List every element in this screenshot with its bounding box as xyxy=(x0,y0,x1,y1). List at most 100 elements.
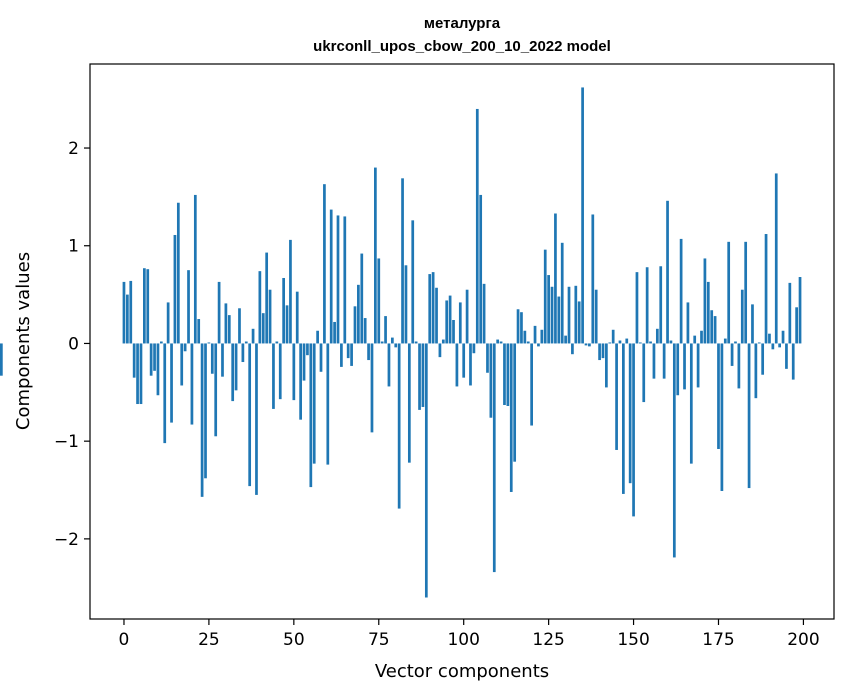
bar-53 xyxy=(302,343,306,381)
bar-43 xyxy=(268,289,272,344)
bar-150 xyxy=(632,343,635,517)
bar-7 xyxy=(146,269,150,344)
bar-195 xyxy=(785,343,788,369)
bar-16 xyxy=(176,202,180,344)
bar-142 xyxy=(605,343,608,388)
bar-118 xyxy=(523,330,527,344)
bar-109 xyxy=(492,343,496,573)
bar-132 xyxy=(571,343,574,355)
x-tick-label: 25 xyxy=(198,630,220,650)
bar-49 xyxy=(289,239,292,344)
y-axis-ticks: −2 −1 0 1 2 xyxy=(54,139,90,550)
bar-86 xyxy=(414,341,418,344)
bar-46 xyxy=(278,343,282,400)
bar-112 xyxy=(503,343,506,406)
bar-48 xyxy=(285,305,289,344)
bar-71 xyxy=(363,318,367,344)
bar-183 xyxy=(744,241,748,344)
y-tick-label: 2 xyxy=(68,139,79,159)
bar-35 xyxy=(241,343,245,363)
bar-97 xyxy=(452,320,455,344)
bar-149 xyxy=(628,343,632,484)
bar-60 xyxy=(326,343,330,465)
bar-42 xyxy=(265,252,269,344)
x-tick-label: 0 xyxy=(119,630,130,650)
bar-22 xyxy=(197,319,201,344)
bar-126 xyxy=(550,286,554,344)
bar-84 xyxy=(407,343,411,463)
bar-17 xyxy=(180,343,184,386)
bar-198 xyxy=(795,307,798,344)
bar-14 xyxy=(170,343,173,423)
bar-19 xyxy=(187,270,190,344)
bar-5 xyxy=(139,343,143,405)
bar-69 xyxy=(357,284,360,344)
x-axis-ticks: 0 25 50 75 100 125 150 175 200 xyxy=(119,619,820,650)
bar-87 xyxy=(418,343,421,410)
bar-73 xyxy=(370,343,374,433)
x-tick-label: 100 xyxy=(447,630,479,650)
bar-146 xyxy=(618,340,622,344)
bar-47 xyxy=(282,277,285,344)
bar-159 xyxy=(662,343,666,379)
bar-177 xyxy=(723,338,727,344)
bar-88 xyxy=(421,343,425,407)
bar-31 xyxy=(227,315,231,344)
bar-154 xyxy=(645,267,649,344)
bar-18 xyxy=(183,343,187,352)
bar-161 xyxy=(669,340,673,344)
bar-75 xyxy=(377,258,381,344)
bar-78 xyxy=(387,343,391,387)
bar-133 xyxy=(574,285,578,344)
bar-134 xyxy=(577,301,581,344)
bar-189 xyxy=(764,234,768,344)
bar-173 xyxy=(710,310,714,344)
bar-76 xyxy=(380,341,384,344)
bar-131 xyxy=(567,286,571,344)
bar-83 xyxy=(404,265,408,344)
bar-13 xyxy=(166,302,170,344)
bar-120 xyxy=(530,343,533,426)
bar-38 xyxy=(251,328,255,344)
bar-41 xyxy=(261,313,265,344)
bar-79 xyxy=(391,337,394,344)
bar-184 xyxy=(747,343,751,489)
bar-116 xyxy=(516,309,520,344)
plot-frame xyxy=(89,63,835,620)
bar-59 xyxy=(323,184,326,344)
y-tick-label: 0 xyxy=(68,334,79,354)
bar-107 xyxy=(486,343,489,373)
bar-181 xyxy=(737,343,741,389)
bar-57 xyxy=(316,330,319,344)
x-tick-label: 200 xyxy=(787,630,819,650)
bar-148 xyxy=(625,338,629,344)
x-tick-label: 175 xyxy=(702,630,734,650)
bar-82 xyxy=(401,178,404,344)
bar-30 xyxy=(224,303,228,344)
bar-102 xyxy=(469,343,472,386)
bar-26 xyxy=(210,343,214,374)
bar-143 xyxy=(608,342,612,344)
bar-175 xyxy=(717,343,720,449)
bar-110 xyxy=(496,339,500,344)
bar-144 xyxy=(611,329,615,344)
bar-74 xyxy=(374,167,377,344)
bar-188 xyxy=(761,343,765,375)
bar-89 xyxy=(424,343,428,598)
bar-101 xyxy=(465,289,469,344)
bar-55 xyxy=(309,343,313,488)
bar-51 xyxy=(295,291,299,344)
bar-114 xyxy=(509,343,513,492)
bar-93 xyxy=(438,343,442,358)
bar-111 xyxy=(499,341,503,344)
bar-151 xyxy=(635,272,639,344)
bar-169 xyxy=(696,343,700,388)
bar-163 xyxy=(676,343,680,396)
x-tick-label: 75 xyxy=(368,630,390,650)
bar-180 xyxy=(734,341,737,344)
bar-182 xyxy=(740,289,744,344)
bar-127 xyxy=(554,213,557,344)
y-tick-label: −1 xyxy=(54,432,79,452)
bar-29 xyxy=(221,343,224,377)
